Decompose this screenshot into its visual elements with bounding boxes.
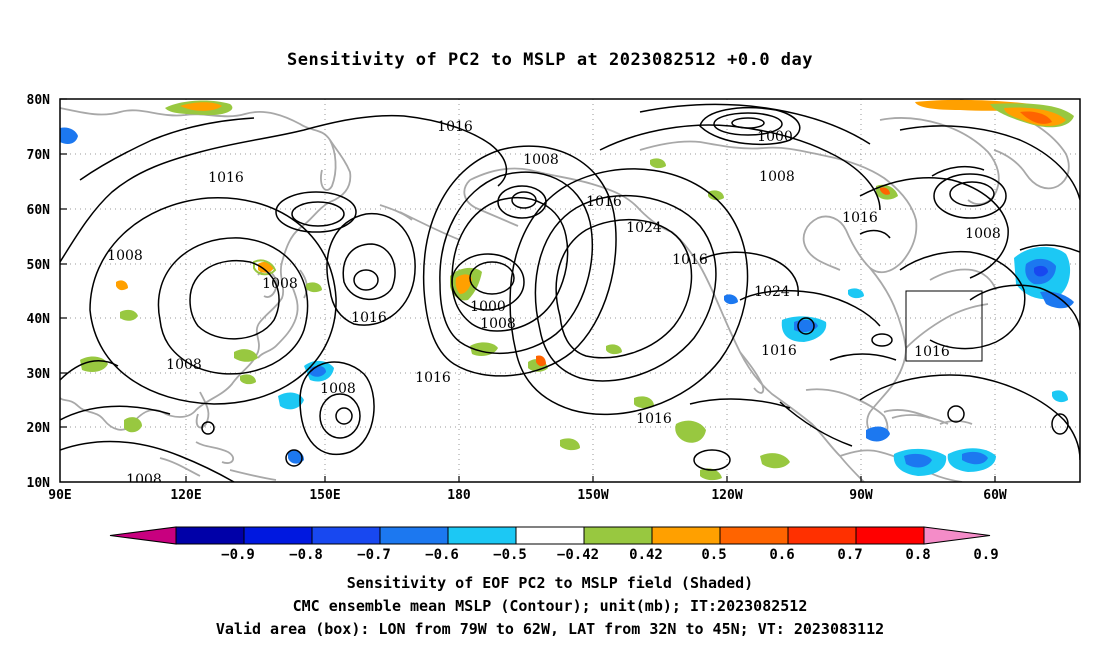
valid-area-box <box>905 290 983 362</box>
contour-label: 1016 <box>351 310 387 326</box>
contour-label: 1008 <box>480 316 516 332</box>
colorbar-labels: −0.9 −0.8 −0.7 −0.6 −0.5 −0.42 0.42 0.5 0.6 0.7 0.… <box>221 547 999 563</box>
colorbar-segment <box>243 526 313 545</box>
colorbar-tick-label: −0.9 <box>221 547 255 563</box>
lon-labels: 90E 120E 150E 180 150W 120W 90W 60W <box>48 488 1007 503</box>
colorbar-high-extension <box>923 526 991 545</box>
colorbar-tick-label: −0.7 <box>357 547 391 563</box>
contour-label: 1008 <box>107 248 143 264</box>
contour-label: 1008 <box>320 381 356 397</box>
lat-label: 40N <box>27 312 51 327</box>
sensitivity-shading <box>60 99 1074 481</box>
lon-label: 90E <box>48 488 71 503</box>
contour-label: 1024 <box>626 220 662 236</box>
lon-label: 90W <box>849 488 873 503</box>
lat-labels: 80N 70N 60N 50N 40N 30N 20N 10N <box>27 93 51 491</box>
contour-label: 1016 <box>437 119 473 135</box>
contour-label: 1016 <box>208 170 244 186</box>
contour-label: 1000 <box>470 299 506 315</box>
colorbar-tick-label: 0.5 <box>701 547 726 563</box>
colorbar <box>109 526 991 545</box>
lon-label: 150E <box>309 488 340 503</box>
contour-label: 1016 <box>415 370 451 386</box>
contour-label: 1008 <box>523 152 559 168</box>
contour-label: 1008 <box>759 169 795 185</box>
contour-labels: 1016 1016 1008 1000 1008 1016 1024 1008 … <box>107 119 1001 488</box>
lon-label: 120E <box>170 488 201 503</box>
colorbar-tick-label: −0.5 <box>493 547 527 563</box>
map-frame <box>59 98 1081 483</box>
contour-label-partial: 1008 <box>126 472 162 488</box>
lon-label: 60W <box>983 488 1007 503</box>
lat-label: 20N <box>27 421 51 436</box>
colorbar-segment <box>175 526 245 545</box>
colorbar-segment <box>583 526 653 545</box>
colorbar-low-extension <box>109 526 177 545</box>
colorbar-segment <box>311 526 381 545</box>
lat-label: 80N <box>27 93 51 108</box>
colorbar-tick-label: 0.6 <box>769 547 794 563</box>
contour-label: 1016 <box>636 411 672 427</box>
colorbar-tick-label: −0.6 <box>425 547 459 563</box>
contour-label: 1008 <box>166 357 202 373</box>
figure-title: Sensitivity of PC2 to MSLP at 2023082512… <box>286 50 813 70</box>
colorbar-segment <box>855 526 925 545</box>
caption-shading: Sensitivity of EOF PC2 to MSLP field (Sh… <box>346 574 754 592</box>
colorbar-segment <box>379 526 449 545</box>
lat-label: 70N <box>27 148 51 163</box>
colorbar-segment <box>447 526 517 545</box>
lon-label: 150W <box>577 488 608 503</box>
lat-label: 10N <box>27 476 51 491</box>
contour-label: 1016 <box>672 252 708 268</box>
colorbar-tick-label: 0.42 <box>629 547 663 563</box>
contour-label: 1016 <box>842 210 878 226</box>
colorbar-segment <box>787 526 857 545</box>
contour-label: 1024 <box>754 284 790 300</box>
lat-label: 50N <box>27 258 51 273</box>
caption-contour: CMC ensemble mean MSLP (Contour); unit(m… <box>292 597 808 615</box>
colorbar-segment <box>719 526 789 545</box>
lat-label: 60N <box>27 203 51 218</box>
contour-label: 1008 <box>965 226 1001 242</box>
colorbar-tick-label: 0.8 <box>905 547 930 563</box>
colorbar-segment <box>515 526 585 545</box>
caption-valid-area: Valid area (box): LON from 79W to 62W, L… <box>215 620 885 638</box>
contour-label: 1000 <box>757 129 793 145</box>
lat-label: 30N <box>27 367 51 382</box>
axis-ticks <box>60 98 996 482</box>
contour-label: 1016 <box>586 194 622 210</box>
contour-label: 1016 <box>761 343 797 359</box>
colorbar-tick-label: −0.8 <box>289 547 323 563</box>
colorbar-tick-label: 0.7 <box>837 547 862 563</box>
valid-box-label: 1016 <box>914 344 950 360</box>
colorbar-tick-label: −0.42 <box>557 547 599 563</box>
colorbar-segment <box>651 526 721 545</box>
lon-label: 180 <box>447 488 471 503</box>
mslp-contours <box>60 103 1080 482</box>
contour-label: 1008 <box>262 276 298 292</box>
colorbar-tick-label: 0.9 <box>973 547 998 563</box>
lon-label: 120W <box>711 488 742 503</box>
